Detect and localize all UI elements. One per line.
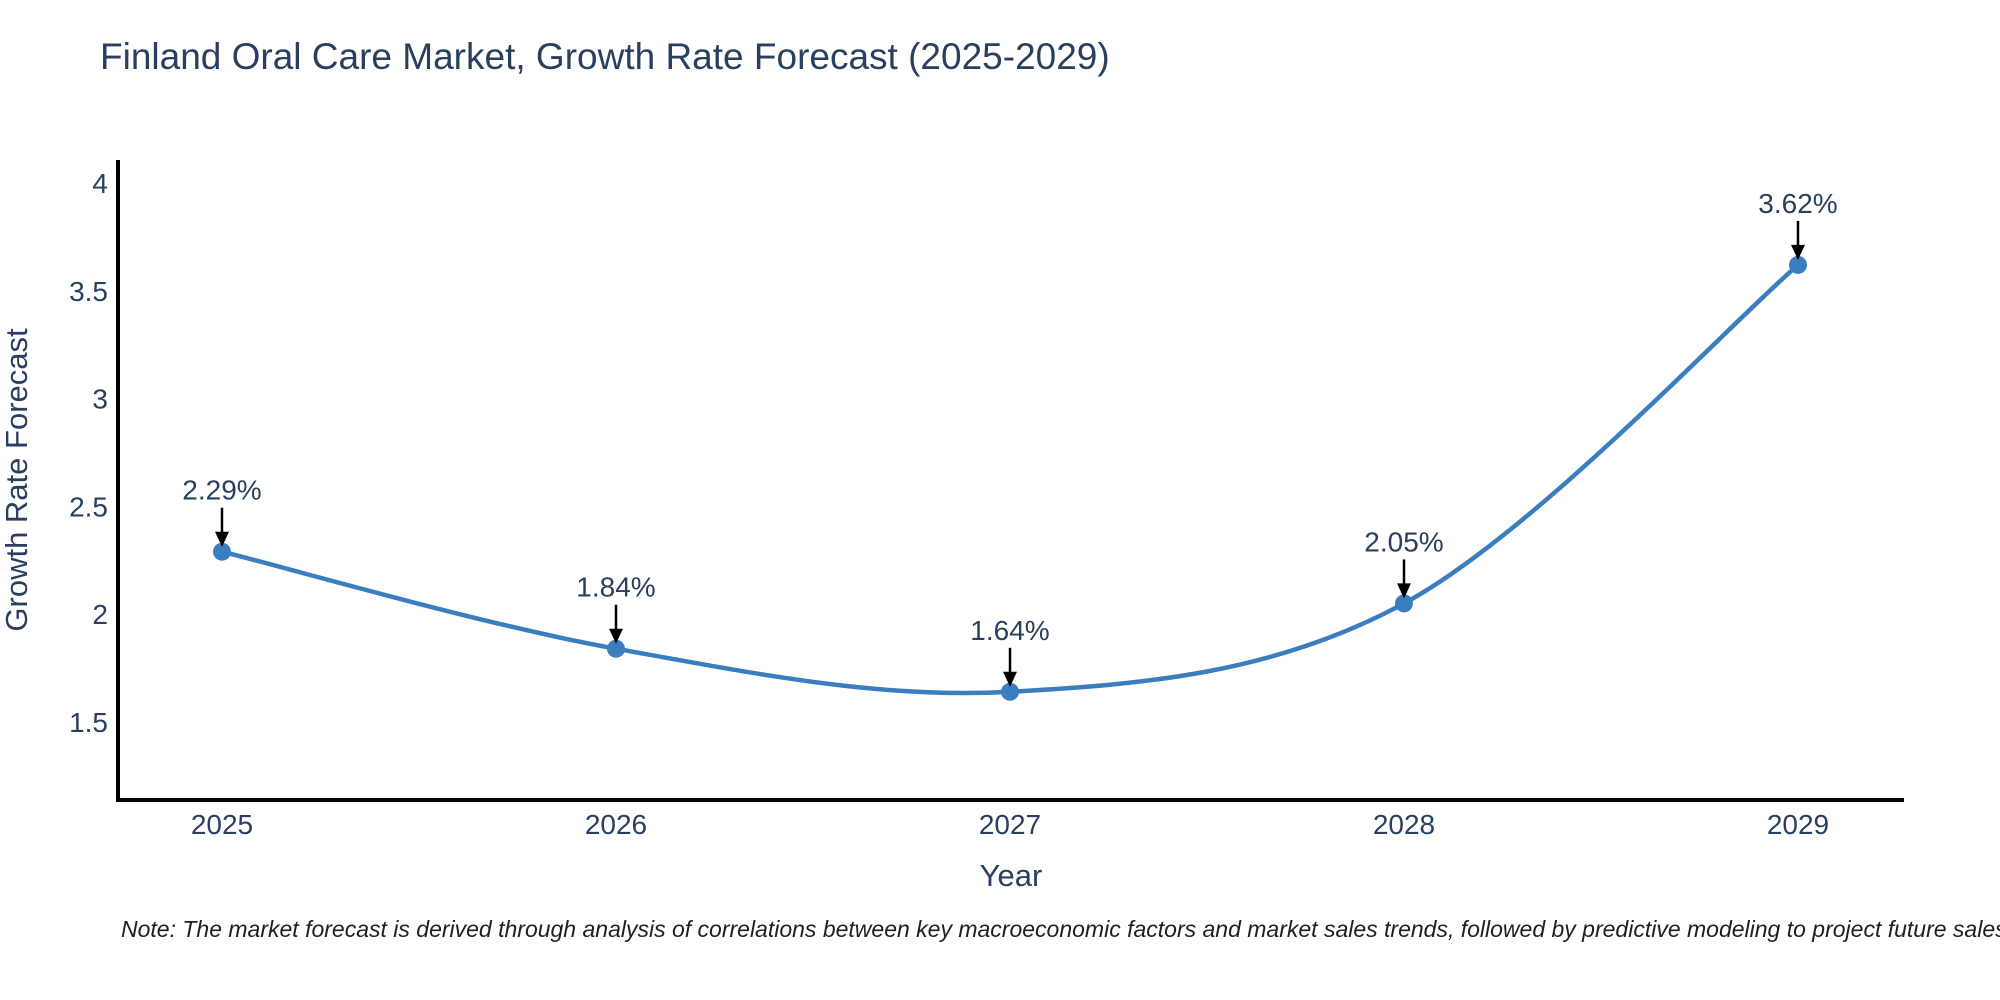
annotation-label: 2.05% <box>1364 526 1443 557</box>
data-point <box>1789 255 1807 274</box>
x-tick-label: 2029 <box>1767 809 1829 840</box>
y-tick-label: 4 <box>92 168 108 199</box>
annotation-arrow-head <box>1791 244 1805 260</box>
annotation-arrow-head <box>1003 671 1017 687</box>
annotation-label: 1.84% <box>576 572 655 603</box>
data-point <box>213 542 231 561</box>
data-point <box>1001 682 1019 701</box>
annotation-arrow-head <box>215 531 229 547</box>
annotation-label: 3.62% <box>1758 188 1837 219</box>
data-point <box>607 639 625 658</box>
x-axis-title: Year <box>980 858 1043 893</box>
footnote: Note: The market forecast is derived thr… <box>121 916 2000 942</box>
y-tick-label: 2.5 <box>69 491 108 522</box>
trend-line <box>219 262 1801 696</box>
x-tick-label: 2026 <box>585 809 647 840</box>
x-tick-label: 2025 <box>191 809 253 840</box>
annotation-arrow-head <box>609 628 623 644</box>
data-point <box>1395 594 1413 613</box>
x-tick-label: 2028 <box>1373 809 1435 840</box>
x-tick-label: 2027 <box>979 809 1041 840</box>
chart-title: Finland Oral Care Market, Growth Rate Fo… <box>100 36 1110 77</box>
y-tick-label: 3 <box>92 384 108 415</box>
y-tick-label: 3.5 <box>69 276 108 307</box>
y-tick-label: 1.5 <box>69 707 108 738</box>
annotation-label: 2.29% <box>182 475 261 506</box>
y-tick-label: 2 <box>92 599 108 630</box>
y-axis-title: Growth Rate Forecast <box>0 328 34 632</box>
annotation-label: 1.64% <box>970 615 1049 646</box>
annotation-arrow-head <box>1397 583 1411 599</box>
axis-lines <box>116 160 1904 802</box>
